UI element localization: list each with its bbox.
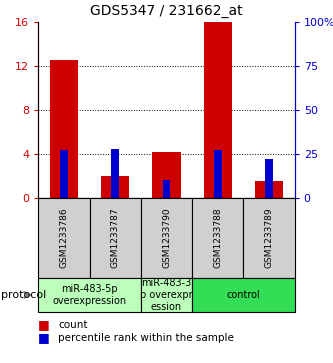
Bar [141,198,192,278]
Bar [255,182,283,198]
Bar [50,60,78,198]
Bar [101,176,129,198]
Text: ■: ■ [38,331,50,344]
Bar [192,278,295,312]
Bar [243,198,295,278]
Bar [38,278,141,312]
Bar [90,198,141,278]
Text: GSM1233789: GSM1233789 [264,207,274,268]
Text: control: control [226,290,260,300]
Text: protocol: protocol [1,290,46,300]
Text: miR-483-5p
overexpression: miR-483-5p overexpression [53,284,127,306]
Bar [60,150,68,198]
Text: GSM1233790: GSM1233790 [162,207,171,268]
Bar [111,148,119,198]
Text: GSM1233786: GSM1233786 [59,207,69,268]
Bar [214,150,222,198]
Title: GDS5347 / 231662_at: GDS5347 / 231662_at [90,4,243,18]
Bar [192,198,243,278]
Bar [141,278,192,312]
Text: GSM1233787: GSM1233787 [111,207,120,268]
Text: percentile rank within the sample: percentile rank within the sample [58,333,234,343]
Bar [265,159,273,198]
Bar [153,152,180,198]
Bar [204,22,232,198]
Text: count: count [58,320,88,330]
Text: GSM1233788: GSM1233788 [213,207,222,268]
Bar [163,180,170,198]
Text: ■: ■ [38,318,50,331]
Bar [38,198,90,278]
Text: miR-483-3
p overexpr
ession: miR-483-3 p overexpr ession [140,278,193,311]
